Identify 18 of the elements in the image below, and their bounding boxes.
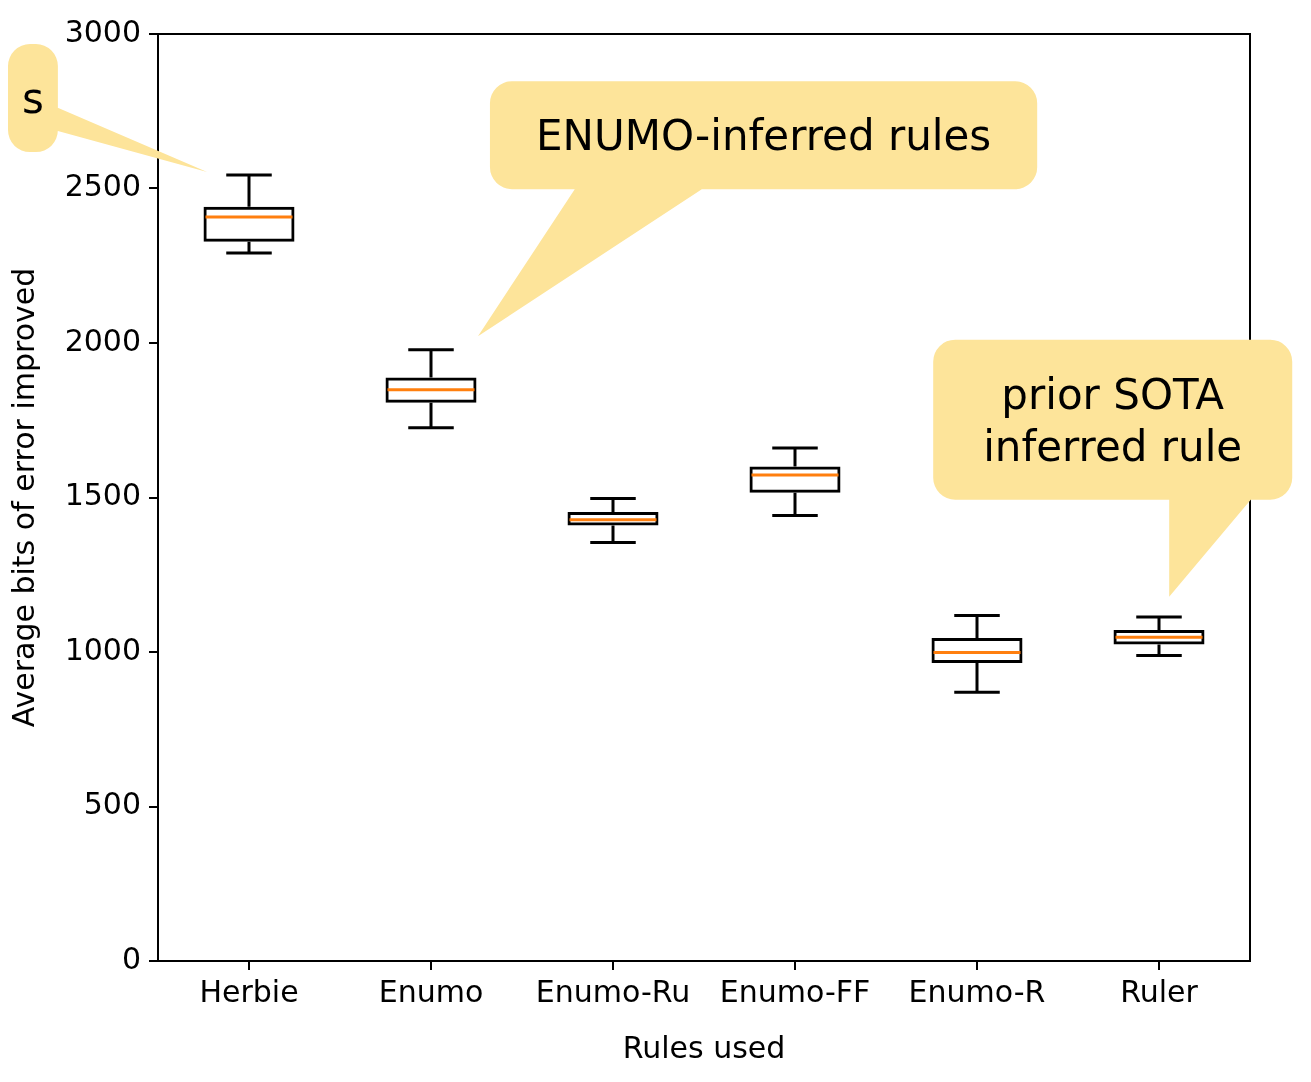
y-tick-label: 0: [121, 940, 141, 976]
x-tick-label: Enumo-FF: [719, 973, 871, 1009]
text: s: [22, 73, 44, 123]
y-tick-label: 1500: [64, 477, 141, 513]
x-tick-label: Enumo-R: [908, 973, 1046, 1009]
annotation: prior SOTA inferred rule: [983, 369, 1243, 471]
y-axis-title: Average bits of error improved: [5, 267, 41, 728]
x-tick-label: Herbie: [199, 973, 299, 1009]
x-tick-label: Enumo: [378, 973, 484, 1009]
y-tick-label: 2000: [64, 322, 141, 358]
y-tick-label: 2500: [64, 168, 141, 204]
x-axis-title: Rules used: [622, 1029, 786, 1065]
x-tick-label: Enumo-Ru: [535, 973, 691, 1009]
x-tick-label: Ruler: [1120, 973, 1199, 1009]
annotation: ENUMO-inferred rules: [535, 110, 992, 160]
y-tick-label: 1000: [64, 631, 141, 667]
y-tick-label: 500: [83, 786, 141, 822]
y-tick-label: 3000: [64, 13, 141, 49]
